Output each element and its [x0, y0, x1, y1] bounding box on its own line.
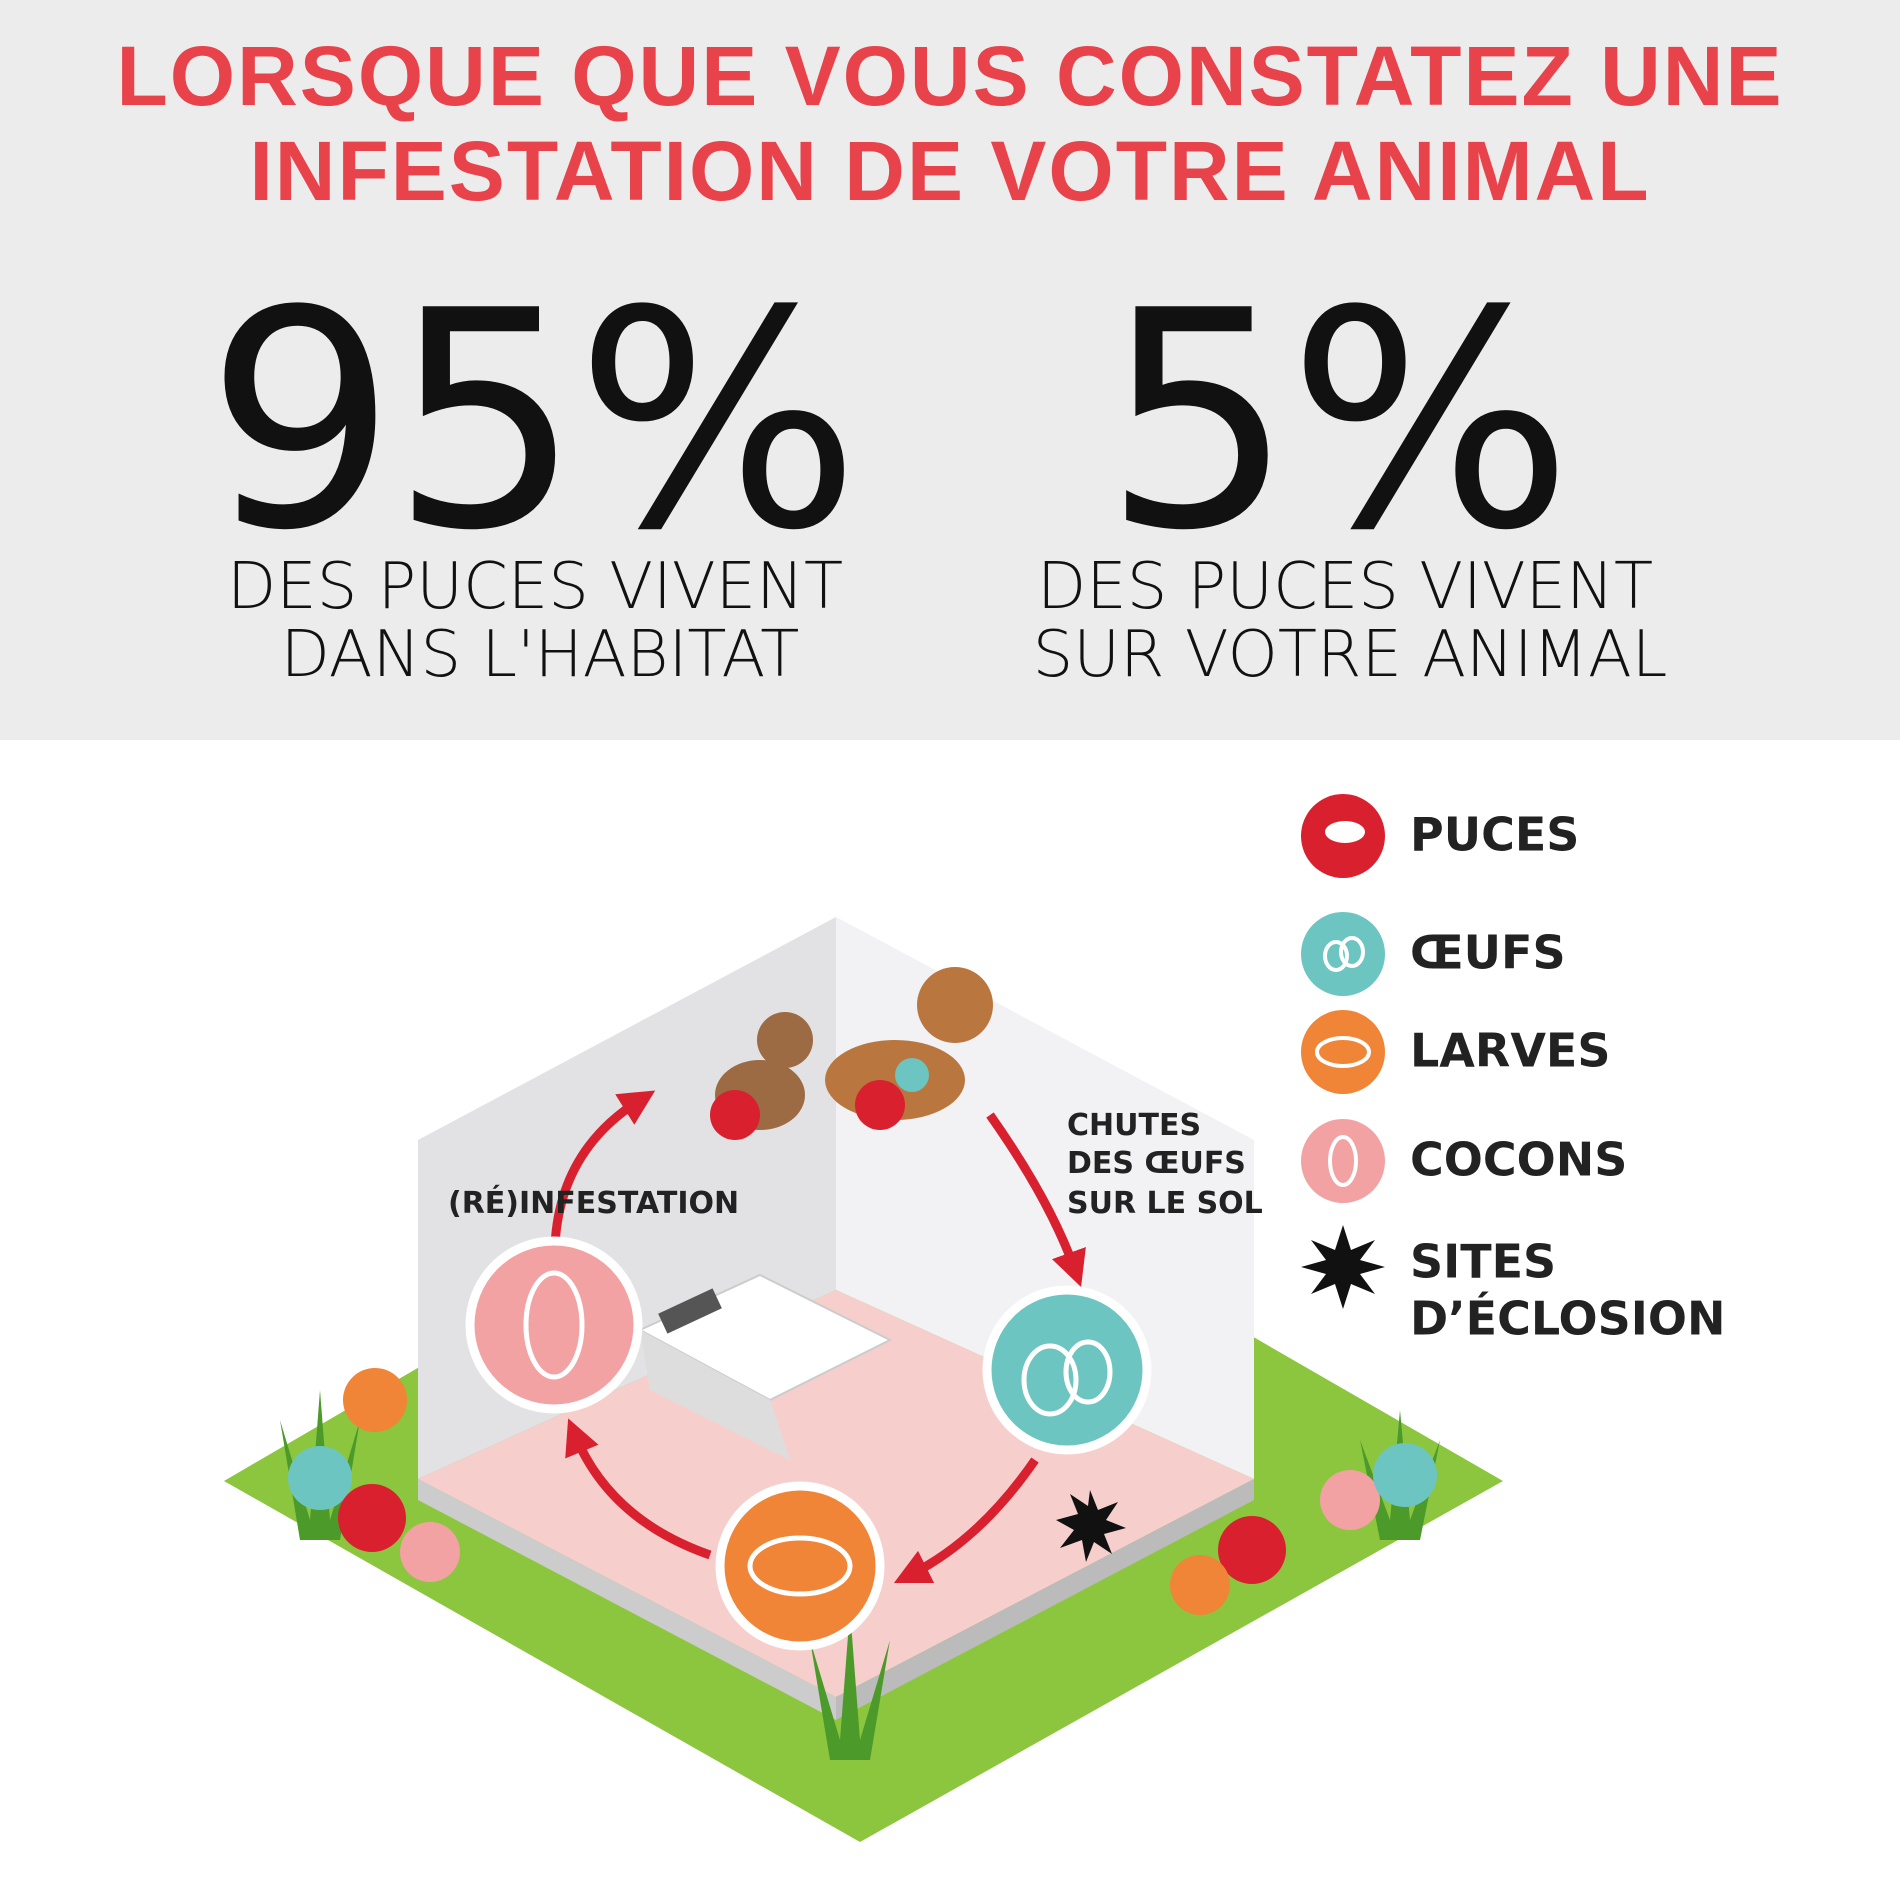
- flea-badge: [710, 1090, 760, 1140]
- diagram-label: SUR LE SOL: [1067, 1186, 1263, 1221]
- egg-icon: [1339, 936, 1365, 968]
- larva-stage: [715, 1481, 885, 1651]
- legend: PUCES ŒUFS LARVES COCONS SITES D’ÉCLOSIO…: [1301, 794, 1725, 1346]
- legend-icon: [1301, 1010, 1385, 1094]
- stat-value: 95%: [206, 247, 855, 596]
- grass-tuft: [810, 1610, 890, 1760]
- hatch-site: [1056, 1490, 1126, 1562]
- larva-badge: [343, 1368, 407, 1432]
- legend-label: ŒUFS: [1410, 926, 1566, 980]
- floor-edge: [836, 1479, 1254, 1720]
- diagram-label: (RÉ)INFESTATION: [448, 1185, 739, 1221]
- legend-label: PUCES: [1410, 808, 1579, 862]
- diagram: (RÉ)INFESTATION CHUTES DES ŒUFS SUR LE S…: [224, 917, 1503, 1842]
- cocoon-icon: [1328, 1135, 1358, 1187]
- egg-badge: [895, 1058, 929, 1092]
- arrow: [565, 1418, 712, 1560]
- flea-badge: [1218, 1516, 1286, 1584]
- egg-badge: [288, 1446, 352, 1510]
- legend-label: SITES: [1410, 1235, 1556, 1289]
- arrow: [986, 1112, 1086, 1287]
- stat-value: 5%: [1103, 247, 1567, 596]
- cocoon-icon: [523, 1270, 585, 1380]
- larva-badge: [1170, 1555, 1230, 1615]
- stat-text: SUR VOTRE ANIMAL: [1033, 618, 1668, 692]
- header-panel: [0, 0, 1900, 740]
- legend-label: D’ÉCLOSION: [1410, 1292, 1725, 1346]
- title-line: LORSQUE QUE VOUS CONSTATEZ UNE: [117, 29, 1784, 123]
- egg-icon: [1063, 1339, 1113, 1405]
- arrow: [550, 1090, 656, 1246]
- flea-badge: [338, 1484, 406, 1552]
- diagram-label: DES ŒUFS: [1067, 1146, 1246, 1181]
- legend-label: COCONS: [1410, 1133, 1627, 1187]
- title-line: INFESTATION DE VOTRE ANIMAL: [249, 124, 1650, 218]
- flea-icon: [1325, 821, 1365, 843]
- stat-text: DES PUCES VIVENT: [1037, 550, 1653, 624]
- diagram-label: CHUTES: [1067, 1108, 1201, 1143]
- cocoon-badge: [400, 1522, 460, 1582]
- bed-side: [640, 1330, 790, 1460]
- dog-head: [917, 967, 993, 1043]
- flea-badge: [855, 1080, 905, 1130]
- legend-icon: [1301, 1119, 1385, 1203]
- larva-icon: [747, 1535, 853, 1597]
- arrow: [893, 1457, 1039, 1584]
- cocoon-badge: [1320, 1470, 1380, 1530]
- pillow: [658, 1288, 722, 1334]
- egg-icon: [1021, 1343, 1079, 1417]
- cat-head: [757, 1012, 813, 1068]
- stat-text: DES PUCES VIVENT: [227, 550, 843, 624]
- larva-icon: [1315, 1036, 1371, 1068]
- cocoon-stage: [465, 1236, 643, 1414]
- floor-edge: [418, 1479, 836, 1720]
- legend-label: LARVES: [1410, 1024, 1611, 1078]
- hatch-icon: [1301, 1225, 1385, 1309]
- egg-icon: [1323, 940, 1349, 972]
- egg-badge: [1373, 1443, 1437, 1507]
- stat-text: DANS L'HABITAT: [281, 618, 800, 692]
